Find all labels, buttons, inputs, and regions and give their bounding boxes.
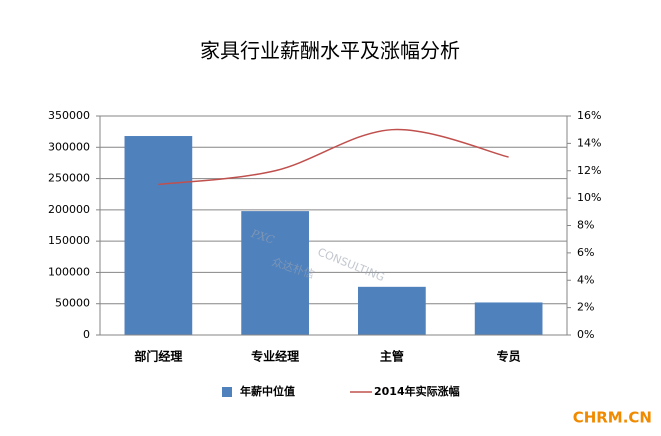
y2-tick-label: 8% xyxy=(577,219,594,232)
y-tick-label: 200000 xyxy=(48,203,90,216)
watermark: CONSULTING xyxy=(316,246,387,285)
y2-tick-label: 0% xyxy=(577,328,594,341)
x-tick-label: 部门经理 xyxy=(134,349,182,364)
bar xyxy=(474,302,543,335)
y-tick-label: 100000 xyxy=(48,265,90,278)
x-tick-label: 专员 xyxy=(497,349,521,364)
line xyxy=(158,128,509,186)
y2-tick-label: 4% xyxy=(577,273,594,286)
y-tick-label: 250000 xyxy=(48,172,90,185)
x-tick-label: 专业经理 xyxy=(251,349,299,364)
y-tick-label: 350000 xyxy=(48,109,90,122)
y-tick-label: 300000 xyxy=(48,140,90,153)
y-tick-label: 0 xyxy=(83,328,90,341)
legend-label: 年薪中位值 xyxy=(240,384,295,398)
y-tick-label: 150000 xyxy=(48,234,90,247)
y2-tick-label: 16% xyxy=(577,109,601,122)
x-tick-label: 主管 xyxy=(380,349,404,364)
bar xyxy=(124,136,193,335)
bar xyxy=(241,211,309,335)
y2-tick-label: 10% xyxy=(577,191,601,204)
footer: CHRM.CN xyxy=(573,409,652,427)
legend-swatch xyxy=(222,387,232,397)
y2-tick-label: 2% xyxy=(577,301,594,314)
y2-tick-label: 6% xyxy=(577,246,594,259)
chart-title: 家具行业薪酬水平及涨幅分析 xyxy=(200,39,460,63)
y2-tick-label: 14% xyxy=(577,136,601,149)
legend-label: 2014年实际涨幅 xyxy=(374,384,460,398)
bar xyxy=(358,286,426,335)
y2-tick-label: 12% xyxy=(577,164,601,177)
y-tick-label: 50000 xyxy=(55,297,90,310)
